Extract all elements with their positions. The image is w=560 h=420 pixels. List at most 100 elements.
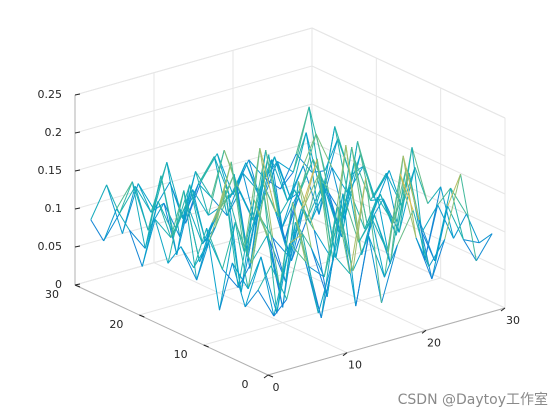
mesh-segment [265, 149, 280, 217]
mesh-segment [221, 221, 236, 270]
mesh-segment [276, 202, 294, 314]
mesh-segment [249, 183, 264, 269]
mesh-segment [421, 204, 439, 233]
mesh-segment [305, 132, 323, 197]
y-tick [267, 374, 274, 378]
mesh-segment [237, 262, 252, 288]
mesh-segment [315, 133, 330, 194]
z-tick-label: 0 [55, 278, 62, 291]
mesh-segment [90, 184, 108, 220]
mesh-segment [302, 133, 317, 166]
mesh-segment [411, 147, 429, 204]
x-tick [421, 329, 427, 334]
x-tick-label: 20 [427, 336, 441, 349]
mesh-segment [240, 199, 255, 293]
grid-line [311, 65, 506, 157]
mesh-segment [243, 148, 261, 252]
y-axis [74, 284, 269, 376]
mesh-segment [418, 219, 436, 262]
mesh-segment [279, 153, 297, 190]
grid-line [74, 179, 313, 248]
mesh-segment [431, 239, 446, 280]
mesh-segment [365, 178, 383, 303]
mesh-segment [90, 219, 105, 242]
mesh-segment [341, 159, 356, 238]
mesh-segment [431, 206, 449, 280]
mesh-segment [447, 173, 461, 207]
mesh-segment [357, 141, 371, 201]
mesh-segment [310, 247, 325, 278]
mesh-segment [352, 235, 370, 272]
mesh-segment [137, 183, 155, 210]
mesh-segment [195, 171, 212, 198]
mesh-segment [303, 170, 321, 207]
grid-line [74, 217, 313, 286]
mesh-segment [128, 229, 143, 267]
mesh-segment [198, 183, 212, 198]
mesh-segment [193, 227, 208, 268]
mesh-segment [342, 193, 357, 307]
mesh-segment [389, 155, 404, 264]
mesh-segment [167, 246, 182, 264]
mesh-segment [286, 165, 304, 201]
z-tick [74, 169, 81, 172]
mesh-segment [257, 289, 275, 317]
mesh-segment [368, 235, 385, 278]
y-tick [203, 344, 209, 348]
mesh-segment [374, 214, 388, 252]
x-tick [500, 307, 506, 312]
mesh-segment [154, 219, 172, 238]
mesh-segment [450, 187, 464, 240]
mesh-segment [418, 219, 433, 280]
mesh-segment [313, 229, 331, 257]
mesh-segment [348, 187, 363, 255]
mesh-segment [141, 219, 156, 267]
mesh-segment [180, 246, 198, 281]
mesh-segment [131, 181, 149, 231]
mesh-segment [385, 173, 403, 208]
mesh-segment [193, 240, 210, 268]
x-tick [342, 352, 348, 357]
mesh-segment [357, 141, 374, 198]
mesh-segment [207, 150, 225, 216]
mesh-segment [381, 245, 398, 303]
mesh-segment [440, 186, 455, 239]
mesh-segment [209, 190, 226, 241]
mesh-segment [318, 126, 336, 215]
mesh-segment [160, 175, 175, 235]
mesh-segment [308, 265, 325, 278]
mesh-segment [292, 132, 307, 173]
mesh-segment [326, 211, 341, 298]
mesh-segment [157, 201, 175, 236]
z-tick [74, 245, 81, 248]
mesh-segment [463, 239, 477, 262]
mesh-segment [316, 158, 331, 257]
y-tick [139, 314, 145, 318]
mesh-segment [336, 206, 351, 274]
mesh-segment [290, 218, 308, 262]
y-tick-label: 10 [174, 348, 188, 361]
grid-line [153, 262, 348, 354]
mesh-segment [444, 174, 462, 240]
z-tick [74, 207, 81, 210]
mesh-segment [189, 184, 204, 245]
mesh-segment [231, 262, 249, 290]
mesh-segment [116, 208, 130, 231]
mesh-segment [244, 289, 259, 308]
mesh-segment [283, 194, 298, 242]
y-tick-label: 0 [242, 378, 249, 391]
mesh-segment [263, 193, 281, 288]
mesh-segment [234, 221, 252, 264]
mesh-segment [475, 233, 493, 262]
mesh-segment [281, 189, 295, 230]
mesh-segment [345, 145, 360, 243]
mesh-segment [415, 237, 430, 267]
mesh-segment [273, 298, 288, 317]
mesh-segment [349, 178, 367, 274]
z-tick-label: 0.1 [45, 202, 63, 215]
mesh-segment [180, 246, 195, 268]
mesh-segment [478, 233, 493, 244]
z-tick-label: 0.2 [45, 126, 63, 139]
mesh-segment [163, 202, 181, 237]
mesh-segment [351, 146, 366, 230]
